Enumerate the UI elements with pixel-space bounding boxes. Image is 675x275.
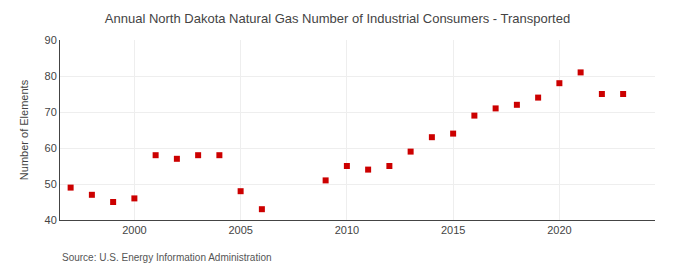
svg-text:2000: 2000 (122, 224, 146, 236)
svg-text:90: 90 (45, 34, 57, 46)
svg-text:50: 50 (45, 178, 57, 190)
svg-text:2020: 2020 (547, 224, 571, 236)
svg-text:2015: 2015 (441, 224, 465, 236)
svg-text:Source: U.S. Energy Informatio: Source: U.S. Energy Information Administ… (62, 252, 272, 263)
svg-text:2010: 2010 (335, 224, 359, 236)
svg-text:70: 70 (45, 106, 57, 118)
svg-text:Annual North Dakota Natural Ga: Annual North Dakota Natural Gas Number o… (105, 11, 570, 26)
svg-text:2005: 2005 (228, 224, 252, 236)
svg-text:60: 60 (45, 142, 57, 154)
svg-text:Number of Elements: Number of Elements (18, 79, 30, 180)
svg-text:40: 40 (45, 214, 57, 226)
svg-text:80: 80 (45, 70, 57, 82)
